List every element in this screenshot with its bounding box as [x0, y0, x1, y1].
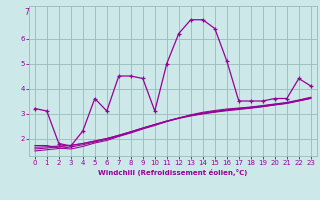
Text: 7: 7 — [24, 8, 29, 17]
X-axis label: Windchill (Refroidissement éolien,°C): Windchill (Refroidissement éolien,°C) — [98, 169, 247, 176]
